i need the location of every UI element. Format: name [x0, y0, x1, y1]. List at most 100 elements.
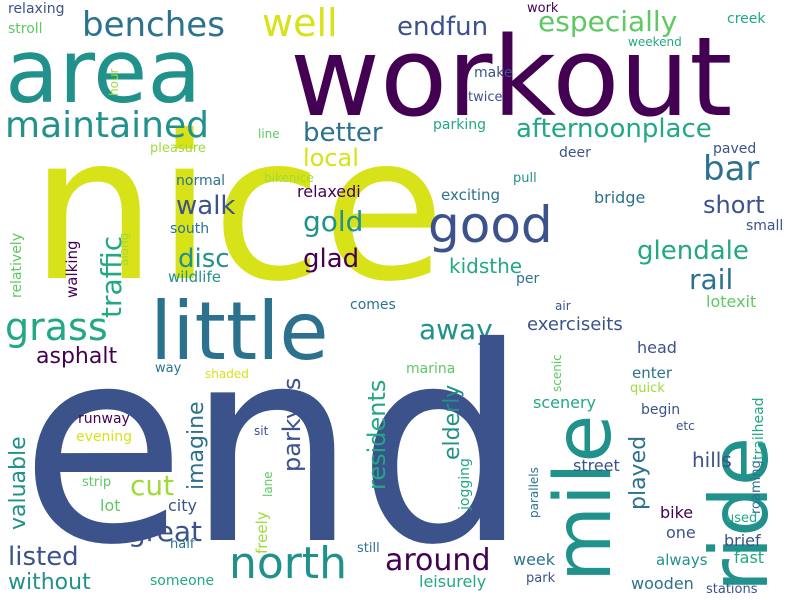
word: lane	[261, 471, 275, 497]
word: around	[385, 543, 491, 578]
word: work	[527, 1, 559, 16]
word: hour	[107, 68, 121, 97]
word: scenic	[550, 354, 564, 392]
word: better	[303, 118, 383, 148]
word: city	[168, 496, 197, 515]
word: maintained	[5, 105, 209, 146]
word: way	[155, 361, 182, 376]
word: paved	[713, 141, 757, 157]
word: well	[262, 1, 338, 45]
word: mile	[539, 414, 629, 582]
word: weekend	[628, 35, 682, 49]
word: south	[170, 221, 210, 237]
word: stations	[706, 582, 758, 597]
word: lotexit	[706, 292, 757, 311]
word: creek	[727, 11, 766, 27]
word: head	[637, 338, 677, 357]
word: walk	[176, 191, 236, 221]
word: jogging	[457, 458, 473, 510]
word: per	[516, 271, 540, 287]
word: exciting	[441, 186, 501, 204]
word: leisurely	[419, 572, 487, 591]
word: always	[656, 551, 708, 569]
word: gold	[303, 205, 364, 238]
word: normal	[176, 173, 226, 189]
word: pull	[513, 171, 537, 186]
word: make	[474, 65, 513, 81]
word: roaming	[749, 460, 764, 514]
word: little	[150, 285, 329, 378]
word: grass	[5, 305, 108, 349]
word: benches	[82, 5, 225, 45]
word: strip	[82, 475, 112, 490]
word: relaxedi	[297, 182, 361, 201]
word: still	[357, 541, 380, 556]
word: north	[229, 538, 348, 589]
word: away	[419, 313, 493, 346]
word: valuable	[6, 436, 31, 530]
word: runway	[78, 411, 130, 427]
word: park	[526, 571, 556, 586]
word: asphalt	[36, 344, 118, 369]
word: pleasure	[150, 141, 206, 156]
word: listed	[8, 542, 79, 572]
word: week	[513, 550, 556, 569]
word: begin	[641, 402, 681, 418]
word: evening	[76, 429, 133, 445]
word: comes	[350, 297, 396, 313]
word: lot	[100, 496, 121, 515]
word: shaded	[205, 367, 249, 381]
word: small	[746, 218, 784, 234]
word: residents	[363, 379, 391, 490]
word: endfun	[397, 12, 489, 42]
word: deer	[559, 145, 591, 161]
word: nice	[30, 93, 446, 326]
word: stroll	[8, 21, 43, 37]
word: bar	[703, 149, 760, 189]
word: good	[428, 196, 553, 254]
word: scenery	[533, 393, 597, 412]
word: quick	[630, 381, 665, 396]
word: exerciseits	[527, 314, 623, 335]
word: afternoonplace	[516, 114, 712, 144]
word: wooden	[631, 574, 694, 593]
word: along	[117, 232, 131, 266]
word: relaxing	[8, 1, 65, 17]
word: rail	[689, 263, 734, 296]
word: cut	[130, 469, 175, 502]
word: half	[170, 537, 195, 552]
word: street	[573, 456, 620, 475]
word: great	[128, 515, 203, 548]
word: fast	[734, 548, 765, 567]
word: someone	[150, 573, 215, 589]
word: area	[5, 20, 202, 123]
word: disc	[178, 244, 230, 274]
word: bridge	[594, 188, 646, 207]
word: workout	[290, 13, 733, 141]
word: trailhead	[751, 397, 767, 460]
word: imagine	[184, 401, 209, 490]
word: bike	[660, 503, 694, 522]
word: local	[303, 144, 359, 172]
word: parking	[433, 117, 486, 133]
word: played	[626, 435, 651, 510]
word: one	[666, 523, 696, 542]
word: parkyes	[278, 377, 306, 472]
word: end	[20, 289, 529, 600]
word: used	[726, 511, 758, 526]
word: without	[8, 570, 91, 595]
word: hills	[692, 448, 732, 472]
word: glad	[303, 244, 360, 274]
word: etc	[676, 419, 695, 433]
word: parallels	[527, 467, 541, 518]
word: sit	[254, 424, 269, 438]
word: marina	[406, 361, 456, 377]
word: air	[555, 299, 571, 313]
word: twice	[468, 90, 503, 105]
word: elderly	[440, 384, 465, 460]
word: bikenice	[264, 171, 314, 185]
word: kidsthe	[449, 254, 523, 278]
word: line	[258, 127, 280, 141]
word: especially	[538, 5, 678, 38]
